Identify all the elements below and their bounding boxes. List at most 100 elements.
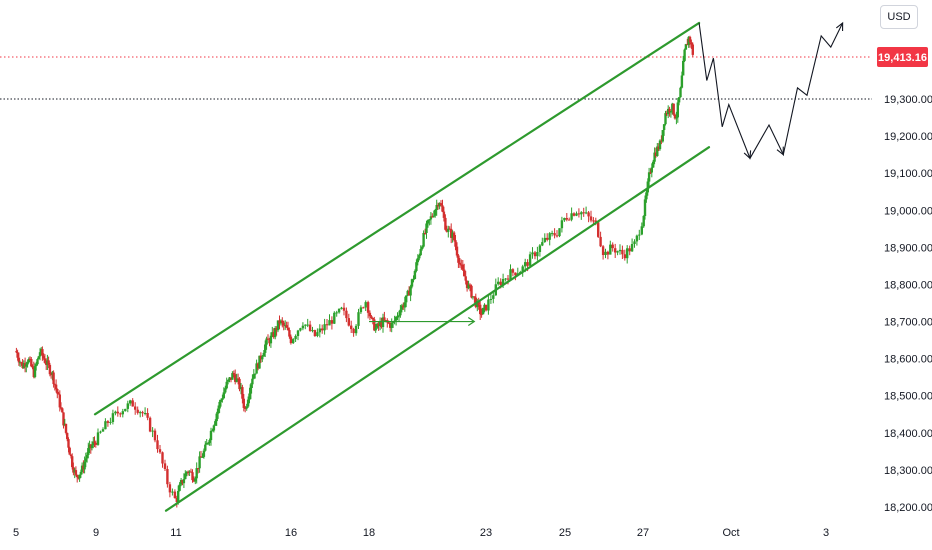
candle-up <box>604 251 607 255</box>
candle-down <box>565 218 568 220</box>
candle-down <box>606 251 610 255</box>
candle-up <box>246 399 250 407</box>
y-tick-label: 19,200.00 <box>884 131 932 143</box>
candle-up <box>83 461 86 470</box>
candle-up <box>235 378 238 382</box>
candle-up <box>550 233 554 235</box>
candle-up <box>265 338 268 345</box>
candle-down <box>232 373 235 375</box>
channel-upper-line[interactable] <box>93 21 701 416</box>
candle-up <box>333 312 336 324</box>
candle-down <box>286 327 290 331</box>
candle-up <box>483 304 486 308</box>
candle-down <box>289 336 293 344</box>
candle-up <box>667 108 670 115</box>
candle-up <box>340 307 343 309</box>
currency-button[interactable]: USD <box>880 5 918 29</box>
candle-up <box>633 241 636 244</box>
candle-up <box>682 60 685 76</box>
candle-up <box>476 301 479 307</box>
candle-up <box>294 336 297 340</box>
candle-down <box>148 417 152 432</box>
candle-down <box>259 355 263 360</box>
candle-up <box>647 172 651 182</box>
candle-down <box>93 441 96 443</box>
candle-down <box>691 44 694 55</box>
candle-down <box>272 332 275 338</box>
candle-up <box>616 251 619 253</box>
candle-down <box>94 442 97 445</box>
candle-down <box>464 276 467 281</box>
candle-up <box>467 284 470 289</box>
candle-up <box>177 491 180 503</box>
candle-down <box>68 447 71 455</box>
candle-up <box>359 307 363 313</box>
y-tick-label: 18,700.00 <box>884 317 932 329</box>
candle-up <box>323 324 326 331</box>
candle-down <box>473 296 476 298</box>
candle-down <box>238 378 241 390</box>
candle-down <box>47 360 50 365</box>
projection-path[interactable] <box>698 22 844 160</box>
candle-down <box>76 474 79 478</box>
candle-down <box>241 387 244 399</box>
candle-up <box>78 474 81 479</box>
channel-lower-line[interactable] <box>164 146 711 512</box>
candle-down <box>69 454 73 457</box>
candle-up <box>524 262 527 267</box>
candle-down <box>53 384 56 386</box>
last-price-label: 19,413.16 <box>878 52 927 64</box>
candle-down <box>614 248 617 253</box>
candle-down <box>28 359 32 360</box>
candle-up <box>381 317 385 327</box>
candle-down <box>266 338 270 340</box>
x-tick-label: 25 <box>559 527 571 539</box>
candle-down <box>15 351 18 353</box>
candle-up <box>406 290 409 296</box>
candle-down <box>175 498 178 502</box>
candle-up <box>528 254 532 266</box>
candle-down <box>54 384 58 390</box>
candle-down <box>161 452 164 464</box>
candle-up <box>609 244 612 255</box>
candle-down <box>48 364 52 375</box>
overlay-layer <box>93 21 844 512</box>
candle-up <box>182 479 186 484</box>
candle-up <box>481 307 485 315</box>
candle-up <box>435 205 438 210</box>
candle-down <box>234 374 237 382</box>
candle-down <box>42 355 45 359</box>
candle-up <box>212 425 216 431</box>
candle-down <box>131 400 134 407</box>
candle-down <box>442 211 446 218</box>
candle-up <box>671 103 674 112</box>
candle-down <box>308 324 312 331</box>
candle-up <box>415 262 418 271</box>
candle-down <box>49 374 53 376</box>
candle-up <box>680 75 684 88</box>
candle-down <box>56 389 59 394</box>
candle-down <box>450 228 453 238</box>
candle-up <box>653 152 656 162</box>
candle-down <box>62 412 65 426</box>
candle-down <box>244 408 247 409</box>
candle-up <box>429 216 433 220</box>
candle-down <box>285 325 288 328</box>
candle-down <box>268 339 271 344</box>
candle-up <box>226 380 230 382</box>
candle-up <box>222 392 225 399</box>
candle-down <box>582 212 585 214</box>
candle-down <box>463 269 466 277</box>
candle-up <box>211 430 214 432</box>
candle-up <box>185 471 188 474</box>
candle-up <box>99 431 102 433</box>
candle-down <box>71 456 74 468</box>
candle-down <box>77 477 80 479</box>
projection-arrow-head <box>743 150 752 160</box>
candle-up <box>662 124 666 130</box>
candle-up <box>216 408 220 414</box>
candle-down <box>441 205 444 212</box>
candle-down <box>57 393 60 395</box>
candle-up <box>249 384 253 394</box>
